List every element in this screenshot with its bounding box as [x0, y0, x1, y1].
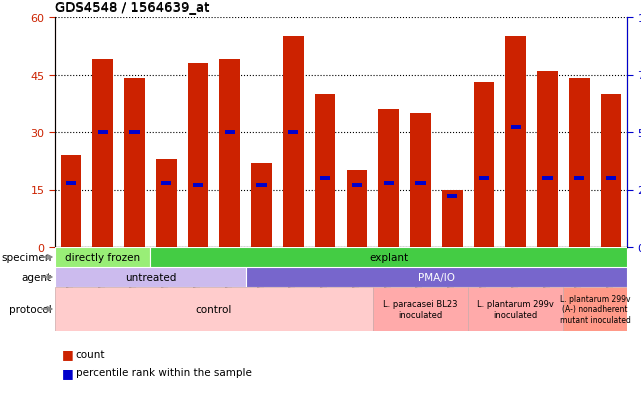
Bar [55, 267, 246, 287]
Bar [537, 71, 558, 247]
Bar [92, 60, 113, 247]
Bar [246, 267, 627, 287]
Bar [129, 131, 140, 135]
Text: GDS4548 / 1564639_at: GDS4548 / 1564639_at [55, 1, 210, 14]
Text: control: control [196, 304, 232, 314]
Bar [55, 247, 151, 267]
Bar [506, 37, 526, 247]
Bar [511, 126, 521, 130]
Bar [288, 131, 299, 135]
Bar [188, 64, 208, 247]
Bar [97, 131, 108, 135]
Text: explant: explant [369, 252, 408, 262]
Bar [601, 95, 621, 247]
Bar [410, 114, 431, 247]
Text: percentile rank within the sample: percentile rank within the sample [76, 368, 251, 377]
Bar [151, 247, 627, 267]
Text: ■: ■ [62, 347, 73, 361]
Bar [468, 287, 563, 331]
Bar [569, 79, 590, 247]
Bar [156, 159, 176, 247]
Bar [542, 177, 553, 180]
Bar [383, 181, 394, 185]
Bar [315, 95, 335, 247]
Bar [66, 181, 76, 185]
Bar [442, 190, 463, 247]
Bar [219, 60, 240, 247]
Text: L. plantarum 299v
(A-) nonadherent
mutant inoculated: L. plantarum 299v (A-) nonadherent mutan… [560, 294, 631, 324]
Bar [479, 177, 489, 180]
Text: L. plantarum 299v
inoculated: L. plantarum 299v inoculated [478, 299, 554, 319]
Bar [60, 156, 81, 247]
Text: untreated: untreated [124, 272, 176, 282]
Text: protocol: protocol [9, 304, 52, 314]
Bar [606, 177, 616, 180]
Bar [347, 171, 367, 247]
Bar [574, 177, 585, 180]
Text: agent: agent [22, 272, 52, 282]
Bar [447, 195, 458, 199]
Text: directly frozen: directly frozen [65, 252, 140, 262]
Bar [124, 79, 145, 247]
Bar [251, 163, 272, 247]
Text: ■: ■ [62, 366, 73, 379]
Bar [55, 287, 373, 331]
Bar [352, 183, 362, 188]
Bar [378, 110, 399, 247]
Bar [563, 287, 627, 331]
Bar [256, 183, 267, 188]
Text: specimen: specimen [1, 252, 52, 262]
Text: count: count [76, 349, 105, 359]
Text: PMA/IO: PMA/IO [418, 272, 455, 282]
Text: GDS4548 / 1564639_at: GDS4548 / 1564639_at [55, 0, 210, 13]
Bar [373, 287, 468, 331]
Text: L. paracasei BL23
inoculated: L. paracasei BL23 inoculated [383, 299, 458, 319]
Bar [415, 181, 426, 185]
Bar [283, 37, 304, 247]
Bar [193, 183, 203, 188]
Bar [224, 131, 235, 135]
Bar [320, 177, 330, 180]
Bar [161, 181, 171, 185]
Bar [474, 83, 494, 247]
